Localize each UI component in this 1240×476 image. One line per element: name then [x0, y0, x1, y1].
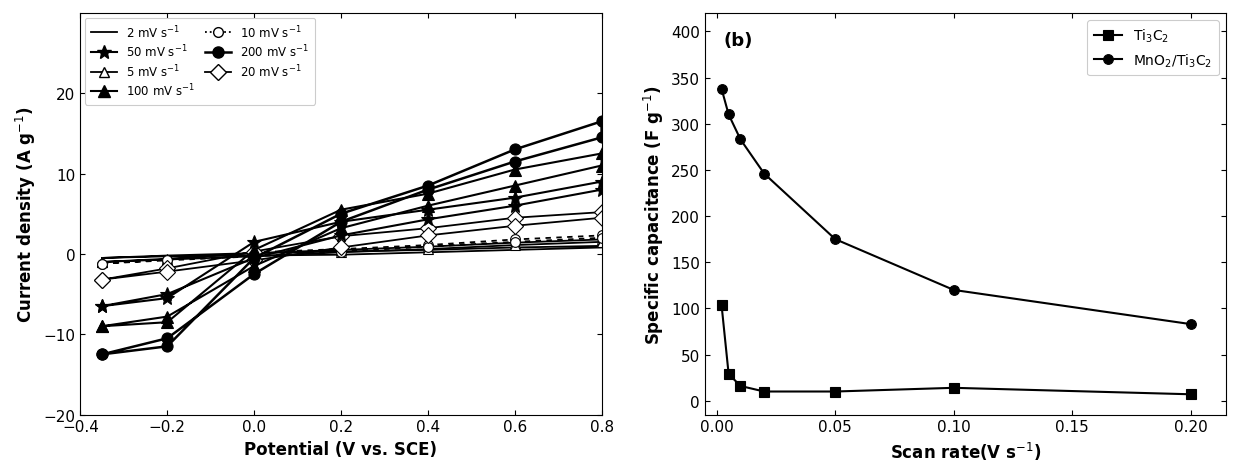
Ti$_3$C$_2$ [946, 385, 961, 391]
Ti$_3$C$_2$ [1183, 392, 1198, 397]
X-axis label: Potential (V vs. SCE): Potential (V vs. SCE) [244, 440, 438, 458]
Legend: 2 mV s$^{-1}$, 50 mV s$^{-1}$, 5 mV s$^{-1}$, 100 mV s$^{-1}$, 10 mV s$^{-1}$, 2: 2 mV s$^{-1}$, 50 mV s$^{-1}$, 5 mV s$^{… [86, 19, 315, 106]
MnO$_2$/Ti$_3$C$_2$ [828, 237, 843, 242]
MnO$_2$/Ti$_3$C$_2$ [1183, 322, 1198, 327]
X-axis label: Scan rate(V s$^{-1}$): Scan rate(V s$^{-1}$) [890, 440, 1042, 462]
MnO$_2$/Ti$_3$C$_2$ [756, 171, 771, 177]
Text: (b): (b) [724, 32, 753, 50]
Ti$_3$C$_2$ [756, 389, 771, 395]
MnO$_2$/Ti$_3$C$_2$ [946, 288, 961, 293]
Ti$_3$C$_2$ [733, 383, 748, 389]
Line: MnO$_2$/Ti$_3$C$_2$: MnO$_2$/Ti$_3$C$_2$ [717, 85, 1195, 329]
Line: Ti$_3$C$_2$: Ti$_3$C$_2$ [717, 300, 1195, 399]
Text: (a): (a) [87, 34, 115, 52]
Y-axis label: Specific capacitance (F g$^{-1}$): Specific capacitance (F g$^{-1}$) [641, 85, 666, 344]
MnO$_2$/Ti$_3$C$_2$ [722, 112, 737, 118]
Y-axis label: Current density (A g$^{-1}$): Current density (A g$^{-1}$) [14, 106, 38, 322]
MnO$_2$/Ti$_3$C$_2$ [714, 87, 729, 92]
Ti$_3$C$_2$ [714, 302, 729, 308]
Ti$_3$C$_2$ [722, 371, 737, 377]
Ti$_3$C$_2$ [828, 389, 843, 395]
Legend: Ti$_3$C$_2$, MnO$_2$/Ti$_3$C$_2$: Ti$_3$C$_2$, MnO$_2$/Ti$_3$C$_2$ [1087, 21, 1219, 76]
MnO$_2$/Ti$_3$C$_2$ [733, 137, 748, 143]
